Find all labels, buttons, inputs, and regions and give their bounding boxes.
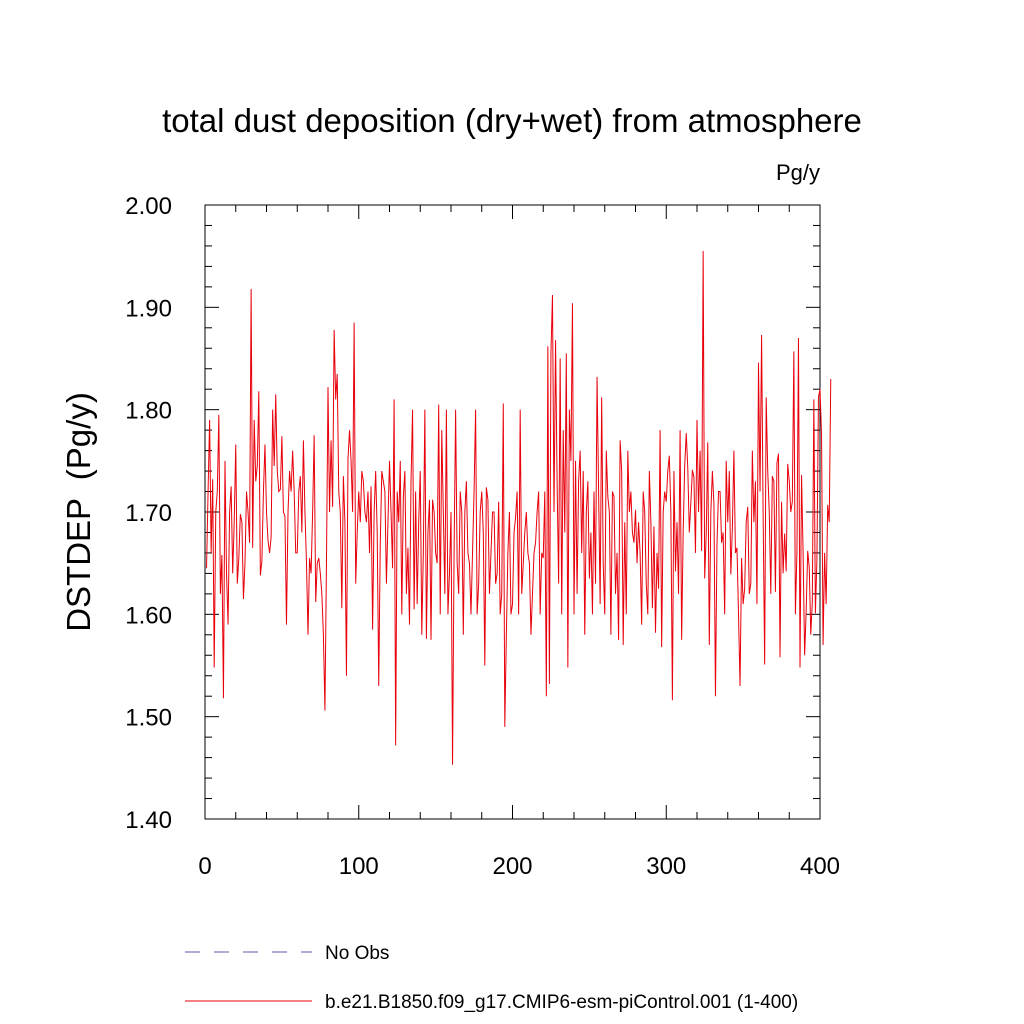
x-tick-label: 200	[492, 853, 532, 880]
axis-ticks	[204, 204, 821, 820]
y-tick-label: 1.70	[125, 500, 172, 527]
legend: No Obs b.e21.B1850.f09_g17.CMIP6-esm-piC…	[185, 943, 798, 1013]
legend-label-no-obs: No Obs	[325, 943, 389, 964]
units-label: Pg/y	[776, 160, 820, 185]
series-layer	[206, 251, 832, 765]
y-tick-label: 2.00	[125, 193, 172, 220]
y-tick-label: 1.60	[125, 602, 172, 629]
y-tick-label: 1.80	[125, 398, 172, 425]
x-tick-label: 0	[198, 853, 211, 880]
x-tick-label: 100	[339, 853, 379, 880]
series-line	[206, 251, 832, 765]
legend-label-model-run: b.e21.B1850.f09_g17.CMIP6-esm-piControl.…	[325, 992, 798, 1013]
x-tick-labels: 0 100 200 300 400	[198, 853, 840, 880]
chart-title: total dust deposition (dry+wet) from atm…	[162, 102, 862, 139]
y-tick-label: 1.40	[125, 807, 172, 834]
x-tick-label: 400	[800, 853, 840, 880]
y-tick-label: 1.90	[125, 295, 172, 322]
y-axis-label: DSTDEP (Pg/y)	[60, 392, 97, 632]
x-tick-label: 300	[646, 853, 686, 880]
y-tick-label: 1.50	[125, 705, 172, 732]
y-tick-labels: 1.40 1.50 1.60 1.70 1.80 1.90 2.00	[125, 193, 172, 834]
